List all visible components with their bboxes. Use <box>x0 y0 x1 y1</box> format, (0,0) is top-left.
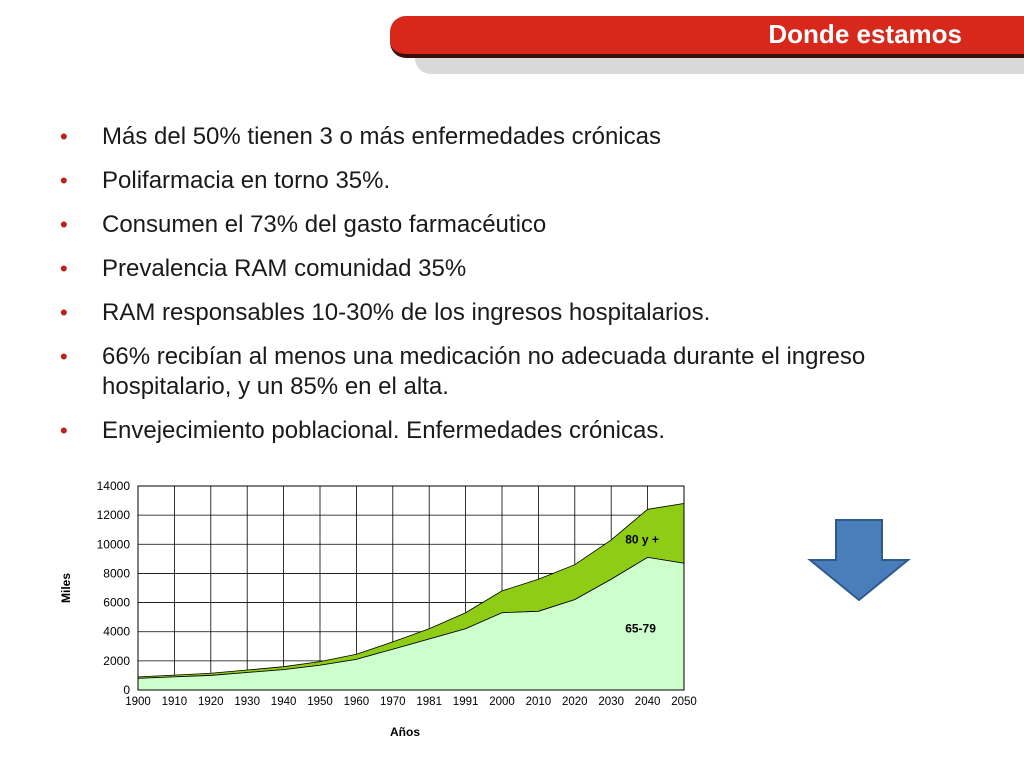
bullet-item: • 66% recibían al menos una medicación no… <box>60 342 960 402</box>
series-label-65-79: 65-79 <box>625 621 656 635</box>
bullet-text: 66% recibían al menos una medicación no … <box>102 343 866 400</box>
bullet-dot-icon: • <box>60 256 68 281</box>
x-tick-label: 2050 <box>671 696 697 708</box>
y-tick-label: 8000 <box>103 566 130 580</box>
bullet-list: • Más del 50% tienen 3 o más enfermedades… <box>60 122 960 460</box>
bullet-item: • Más del 50% tienen 3 o más enfermedades… <box>60 122 960 152</box>
bullet-dot-icon: • <box>60 344 68 369</box>
bullet-dot-icon: • <box>60 300 68 325</box>
bullet-item: • Consumen el 73% del gasto farmacéutico <box>60 210 960 240</box>
slide-title: Donde estamos <box>768 19 962 49</box>
x-tick-label: 2010 <box>526 696 552 708</box>
x-tick-label: 1930 <box>234 696 260 708</box>
x-tick-label: 2040 <box>635 696 661 708</box>
x-tick-label: 2020 <box>562 696 588 708</box>
y-tick-label: 4000 <box>103 625 130 639</box>
x-tick-label: 2000 <box>489 696 515 708</box>
bullet-text: RAM responsables 10-30% de los ingresos … <box>102 299 711 326</box>
bullet-dot-icon: • <box>60 212 68 237</box>
x-tick-label: 1940 <box>271 696 297 708</box>
chart-areas <box>137 503 685 691</box>
down-arrow-icon <box>807 519 911 602</box>
x-tick-label: 1900 <box>125 696 151 708</box>
bullet-text: Polifarmacia en torno 35%. <box>102 167 391 194</box>
y-tick-label: 6000 <box>103 596 130 610</box>
chart-axes <box>137 485 685 691</box>
bullet-dot-icon: • <box>60 418 68 443</box>
bullet-item: • Polifarmacia en torno 35%. <box>60 166 960 196</box>
bullet-item: • RAM responsables 10-30% de los ingresos… <box>60 298 960 328</box>
x-tick-label: 2030 <box>598 696 624 708</box>
bullet-dot-icon: • <box>60 168 68 193</box>
y-tick-label: 12000 <box>97 508 131 522</box>
bullet-text: Envejecimiento poblacional. Enfermedades… <box>102 417 665 444</box>
population-chart: 0 2000 4000 6000 8000 10000 12000 14000 1900 1910… <box>59 479 697 739</box>
y-axis-title: Miles <box>59 573 73 603</box>
title-bar <box>390 16 1024 58</box>
y-tick-label: 10000 <box>97 537 131 551</box>
bullet-text: Más del 50% tienen 3 o más enfermedades … <box>102 123 661 150</box>
y-tick-label: 0 <box>123 683 130 697</box>
x-tick-label: 1950 <box>307 696 333 708</box>
x-tick-label: 1991 <box>453 696 479 708</box>
x-tick-label: 1960 <box>344 696 370 708</box>
x-tick-label: 1981 <box>416 696 442 708</box>
series-label-80: 80 y + <box>625 532 659 546</box>
x-axis-title: Años <box>390 725 420 739</box>
bullet-dot-icon: • <box>60 124 68 149</box>
chart-labels: 0 2000 4000 6000 8000 10000 12000 14000 1900 1910… <box>59 479 697 739</box>
y-tick-label: 2000 <box>103 654 130 668</box>
x-tick-label: 1920 <box>198 696 224 708</box>
bullet-item: • Prevalencia RAM comunidad 35% <box>60 254 960 284</box>
plot-frame <box>137 485 685 691</box>
bullet-item: • Envejecimiento poblacional. Enfermedade… <box>60 416 960 446</box>
bullet-text: Consumen el 73% del gasto farmacéutico <box>102 211 547 238</box>
x-tick-label: 1970 <box>380 696 406 708</box>
bullet-text: Prevalencia RAM comunidad 35% <box>102 255 467 282</box>
y-tick-label: 14000 <box>97 479 131 493</box>
x-tick-label: 1910 <box>162 696 188 708</box>
